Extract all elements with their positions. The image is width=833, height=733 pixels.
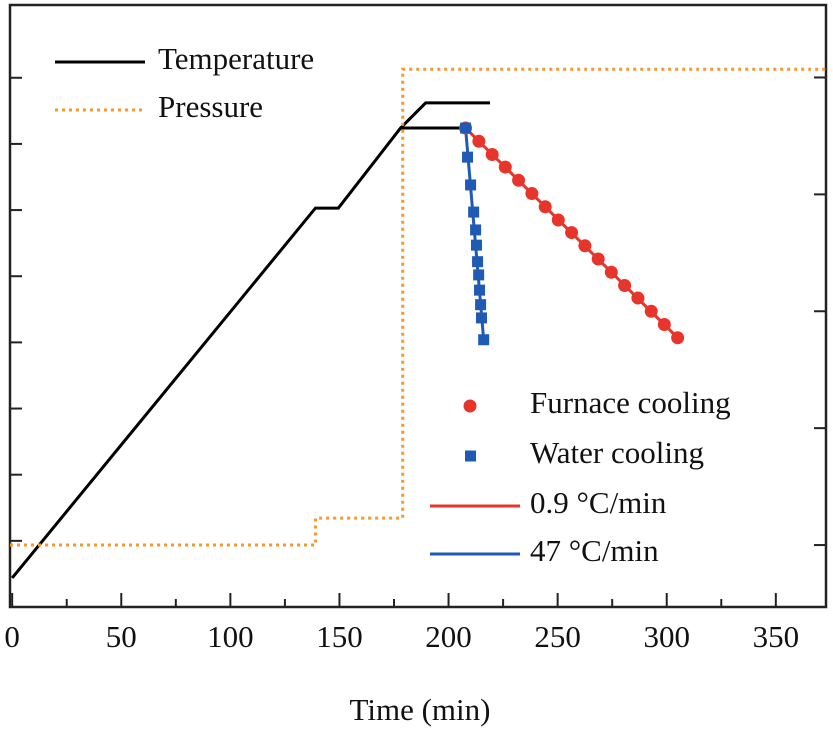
legend-label: Furnace cooling <box>530 385 731 420</box>
data-point <box>657 318 671 332</box>
data-point <box>475 299 487 311</box>
x-tick-label: 350 <box>753 619 800 654</box>
data-point <box>498 160 512 174</box>
legend-label: 0.9 °C/min <box>530 485 667 520</box>
data-point <box>473 269 485 281</box>
data-point <box>618 278 632 292</box>
data-point <box>525 187 539 201</box>
x-tick-label: 50 <box>106 619 137 654</box>
data-point <box>671 331 685 345</box>
data-point <box>604 265 618 279</box>
data-point <box>470 224 482 236</box>
data-point <box>475 312 487 324</box>
data-point <box>512 173 526 187</box>
data-point <box>474 284 486 296</box>
x-tick-label: 300 <box>643 619 690 654</box>
data-point <box>478 334 490 346</box>
data-point <box>578 239 592 253</box>
data-point <box>472 256 484 268</box>
data-point <box>460 122 472 134</box>
legend-label: 47 °C/min <box>530 533 659 568</box>
series-line <box>10 67 826 547</box>
data-point <box>462 151 474 163</box>
data-point <box>538 200 552 214</box>
legend-label: Water cooling <box>530 435 704 470</box>
x-tick-label: 100 <box>207 619 254 654</box>
data-point <box>472 134 486 148</box>
data-point <box>485 148 499 162</box>
legend-label: Temperature <box>158 41 314 76</box>
data-point <box>565 226 579 240</box>
data-point <box>470 239 482 251</box>
legend-symbol <box>463 399 477 413</box>
x-tick-label: 250 <box>534 619 581 654</box>
x-tick-label: 0 <box>4 619 20 654</box>
legend-symbol <box>465 450 476 462</box>
plot-frame <box>8 3 828 609</box>
x-axis-title: Time (min) <box>350 692 491 727</box>
data-point <box>551 213 565 227</box>
x-tick-label: 200 <box>425 619 472 654</box>
data-point <box>591 252 605 266</box>
data-point <box>465 179 477 191</box>
legend-label: Pressure <box>158 89 263 124</box>
series-line <box>11 101 490 579</box>
data-point <box>644 304 658 318</box>
data-point <box>468 206 480 218</box>
x-tick-label: 150 <box>316 619 363 654</box>
data-point <box>631 291 645 305</box>
